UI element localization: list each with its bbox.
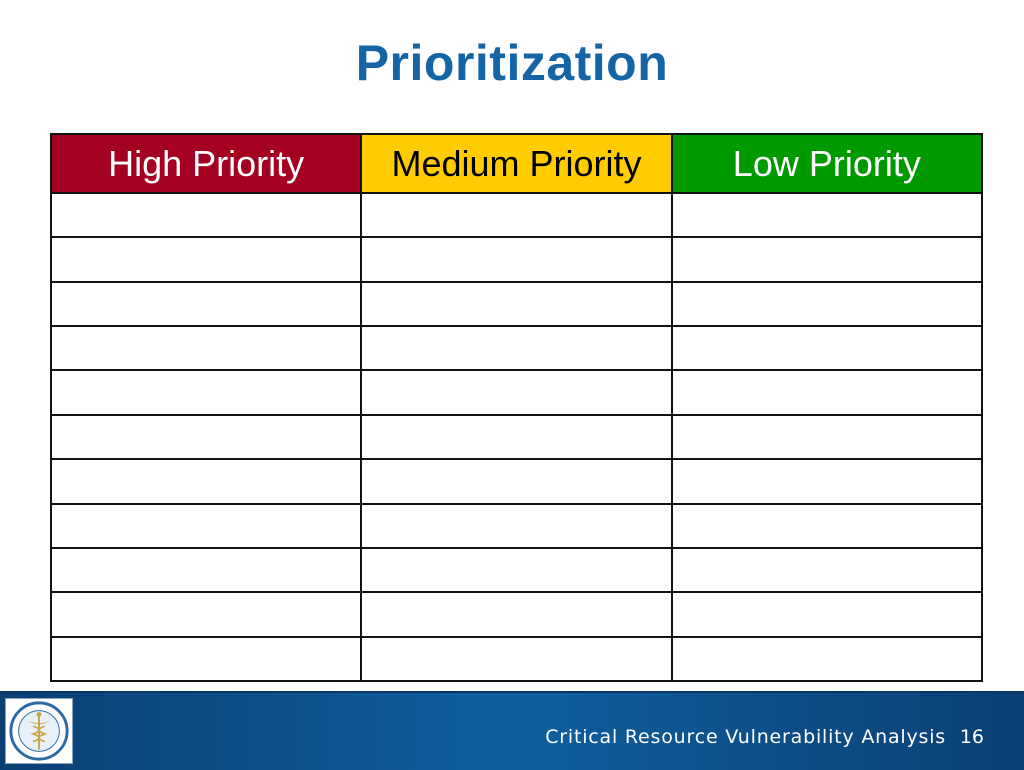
priority-table: High Priority Medium Priority Low Priori…: [49, 133, 984, 683]
slide-title: Prioritization: [355, 35, 669, 91]
table-cell: [49, 280, 363, 328]
table-cell: [360, 635, 673, 683]
table-cell: [670, 458, 984, 505]
table-cell: [670, 635, 984, 683]
table-cell: [49, 236, 363, 283]
table-cell: [670, 546, 984, 594]
table-cell: [670, 280, 984, 328]
table-cell: [670, 325, 984, 372]
table-cell: [49, 591, 363, 638]
table-row: [49, 458, 984, 505]
table-cell: [49, 413, 363, 461]
table-cell: [360, 369, 673, 416]
table-cell: [360, 191, 673, 239]
table-row: [49, 191, 984, 239]
table-cell: [360, 413, 673, 461]
table-header-row: High Priority Medium Priority Low Priori…: [49, 133, 984, 194]
table-row: [49, 236, 984, 283]
table-row: [49, 413, 984, 461]
table-cell: [360, 458, 673, 505]
table-cell: [670, 236, 984, 283]
table-cell: [49, 458, 363, 505]
table-body: [49, 191, 984, 683]
header-low-priority: Low Priority: [670, 133, 984, 194]
table-cell: [670, 591, 984, 638]
header-high-priority: High Priority: [49, 133, 363, 194]
table-cell: [49, 502, 363, 549]
table-cell: [360, 591, 673, 638]
table-cell: [49, 191, 363, 239]
table-cell: [360, 502, 673, 549]
table-row: [49, 635, 984, 683]
table-cell: [49, 325, 363, 372]
table-row: [49, 546, 984, 594]
table-cell: [360, 236, 673, 283]
table-row: [49, 325, 984, 372]
table-cell: [360, 325, 673, 372]
page-number: 16: [959, 726, 984, 748]
table-cell: [670, 413, 984, 461]
table-row: [49, 369, 984, 416]
table-cell: [360, 280, 673, 328]
header-medium-priority: Medium Priority: [360, 133, 673, 194]
footer-title: Critical Resource Vulnerability Analysis: [545, 726, 946, 748]
table-cell: [49, 546, 363, 594]
table-cell: [360, 546, 673, 594]
table-row: [49, 502, 984, 549]
footer-bar: Critical Resource Vulnerability Analysis…: [0, 691, 1024, 770]
table-cell: [670, 502, 984, 549]
table-cell: [670, 191, 984, 239]
table-cell: [49, 369, 363, 416]
table-cell: [670, 369, 984, 416]
table-cell: [49, 635, 363, 683]
caduceus-seal-icon: [5, 698, 73, 764]
table-row: [49, 591, 984, 638]
table-row: [49, 280, 984, 328]
